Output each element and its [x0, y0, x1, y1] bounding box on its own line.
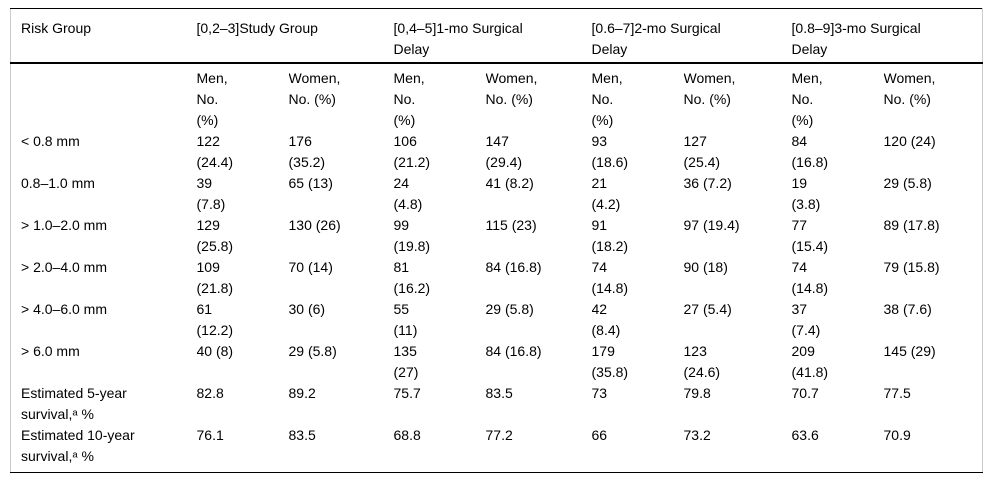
table-cell: 55 (11)	[393, 301, 418, 338]
table-row: Estimated 5-year survival,ᵃ % 82.8 89.2 75.…	[11, 383, 983, 425]
row-label: > 1.0–2.0 mm	[21, 217, 107, 233]
column-header-1mo-surgical-delay: [0,4–5]1-mo Surgical Delay	[393, 8, 592, 64]
table-row: > 6.0 mm 40 (8) 29 (5.8) 135 (27) 84 (16.8) 1…	[11, 341, 983, 383]
table-cell: 65 (13)	[288, 175, 333, 191]
table-container: Risk Group [0,2–3]Study Group [0,4–5]1-m…	[10, 8, 984, 473]
sub-header-men-1mo: Men, No. (%)	[393, 70, 425, 128]
sub-header-empty	[11, 63, 197, 131]
table-cell: 77 (15.4)	[791, 217, 829, 254]
column-header-2mo-surgical-delay: [0.6–7]2-mo Surgical Delay	[591, 8, 792, 64]
table-cell: 91 (18.2)	[591, 217, 629, 254]
table-cell: 106 (21.2)	[393, 133, 431, 170]
table-cell: 29 (5.8)	[485, 301, 534, 317]
table-cell: 123 (24.6)	[683, 343, 721, 380]
table-cell: 19 (3.8)	[791, 175, 821, 212]
sub-header-women-1mo: Women, No. (%)	[485, 70, 538, 107]
table-cell: 90 (18)	[683, 259, 728, 275]
table-cell: 115 (23)	[485, 217, 537, 233]
table-cell: 83.5	[288, 427, 316, 443]
table-cell: 99 (19.8)	[393, 217, 431, 254]
table-cell: 73	[591, 385, 608, 401]
table-cell: 129 (25.8)	[196, 217, 234, 254]
table-cell: 36 (7.2)	[683, 175, 732, 191]
column-header-3mo-surgical-delay: [0.8–9]3-mo Surgical Delay	[791, 8, 983, 64]
row-label: > 2.0–4.0 mm	[21, 259, 107, 275]
table-row: Estimated 10-year survival,ᵃ % 76.1 83.5 68…	[11, 425, 983, 473]
table-cell: 42 (8.4)	[591, 301, 621, 338]
table-row: > 1.0–2.0 mm 129 (25.8) 130 (26) 99 (19.8) 1…	[11, 215, 983, 257]
sub-header-men-3mo: Men, No. (%)	[791, 70, 823, 128]
table-row: > 2.0–4.0 mm 109 (21.8) 70 (14) 81 (16.2) 84…	[11, 257, 983, 299]
table-cell: 84 (16.8)	[485, 343, 542, 359]
table-cell: 81 (16.2)	[393, 259, 431, 296]
table-cell: 82.8	[196, 385, 224, 401]
row-label: Estimated 5-year survival,ᵃ %	[21, 385, 127, 422]
table-cell: 130 (26)	[288, 217, 341, 233]
table-row: > 4.0–6.0 mm 61 (12.2) 30 (6) 55 (11) 29 (5.…	[11, 299, 983, 341]
table-cell: 89 (17.8)	[883, 217, 940, 233]
table-cell: 77.2	[485, 427, 513, 443]
sub-header-men-study: Men, No. (%)	[196, 70, 228, 128]
sub-header-men-2mo: Men, No. (%)	[591, 70, 623, 128]
table-cell: 29 (5.8)	[883, 175, 932, 191]
table-row: < 0.8 mm 122 (24.4) 176 (35.2) 106 (21.2) 14…	[11, 131, 983, 173]
table-cell: 40 (8)	[196, 343, 234, 359]
table-body: < 0.8 mm 122 (24.4) 176 (35.2) 106 (21.2) 14…	[11, 131, 983, 473]
table-cell: 73.2	[683, 427, 711, 443]
table-cell: 75.7	[393, 385, 421, 401]
table-cell: 70.9	[883, 427, 911, 443]
table-cell: 120 (24)	[883, 133, 936, 149]
table-cell: 89.2	[288, 385, 316, 401]
sub-header-row: Men, No. (%) Women, No. (%) Men, No. (%)…	[11, 63, 983, 131]
table-cell: 61 (12.2)	[196, 301, 234, 338]
sub-header-women-study: Women, No. (%)	[288, 70, 341, 107]
sub-header-women-3mo: Women, No. (%)	[883, 70, 936, 107]
table-cell: 122 (24.4)	[196, 133, 234, 170]
table-cell: 70 (14)	[288, 259, 333, 275]
table-cell: 29 (5.8)	[288, 343, 337, 359]
column-header-study-group: [0,2–3]Study Group	[196, 8, 394, 64]
table-cell: 209 (41.8)	[791, 343, 829, 380]
row-label: Estimated 10-year survival,ᵃ %	[21, 427, 135, 464]
table-cell: 93 (18.6)	[591, 133, 629, 170]
table-cell: 83.5	[485, 385, 513, 401]
table-cell: 63.6	[791, 427, 819, 443]
risk-group-table: Risk Group [0,2–3]Study Group [0,4–5]1-m…	[10, 8, 984, 473]
table-cell: 109 (21.8)	[196, 259, 234, 296]
table-cell: 79 (15.8)	[883, 259, 940, 275]
row-label: 0.8–1.0 mm	[21, 175, 95, 191]
row-label: < 0.8 mm	[21, 133, 80, 149]
table-cell: 97 (19.4)	[683, 217, 740, 233]
table-cell: 21 (4.2)	[591, 175, 621, 212]
table-cell: 37 (7.4)	[791, 301, 821, 338]
table-cell: 84 (16.8)	[791, 133, 829, 170]
table-cell: 27 (5.4)	[683, 301, 732, 317]
table-cell: 41 (8.2)	[485, 175, 534, 191]
row-label: > 6.0 mm	[21, 343, 80, 359]
table-cell: 66	[591, 427, 608, 443]
table-cell: 127 (25.4)	[683, 133, 721, 170]
table-cell: 79.8	[683, 385, 711, 401]
table-cell: 24 (4.8)	[393, 175, 423, 212]
column-header-risk-group: Risk Group	[10, 8, 197, 64]
table-cell: 147 (29.4)	[485, 133, 523, 170]
table-cell: 77.5	[883, 385, 911, 401]
table-cell: 74 (14.8)	[791, 259, 829, 296]
table-cell: 145 (29)	[883, 343, 936, 359]
table-cell: 68.8	[393, 427, 421, 443]
row-label: > 4.0–6.0 mm	[21, 301, 107, 317]
table-cell: 179 (35.8)	[591, 343, 629, 380]
table-cell: 176 (35.2)	[288, 133, 326, 170]
table-row: 0.8–1.0 mm 39 (7.8) 65 (13) 24 (4.8) 41 (8.2…	[11, 173, 983, 215]
table-cell: 84 (16.8)	[485, 259, 542, 275]
table-cell: 76.1	[196, 427, 224, 443]
group-header-row: Risk Group [0,2–3]Study Group [0,4–5]1-m…	[10, 8, 983, 64]
table-cell: 39 (7.8)	[196, 175, 226, 212]
table-cell: 74 (14.8)	[591, 259, 629, 296]
table-cell: 135 (27)	[393, 343, 419, 380]
table-cell: 38 (7.6)	[883, 301, 932, 317]
table-cell: 70.7	[791, 385, 819, 401]
sub-header-women-2mo: Women, No. (%)	[683, 70, 736, 107]
table-cell: 30 (6)	[288, 301, 326, 317]
